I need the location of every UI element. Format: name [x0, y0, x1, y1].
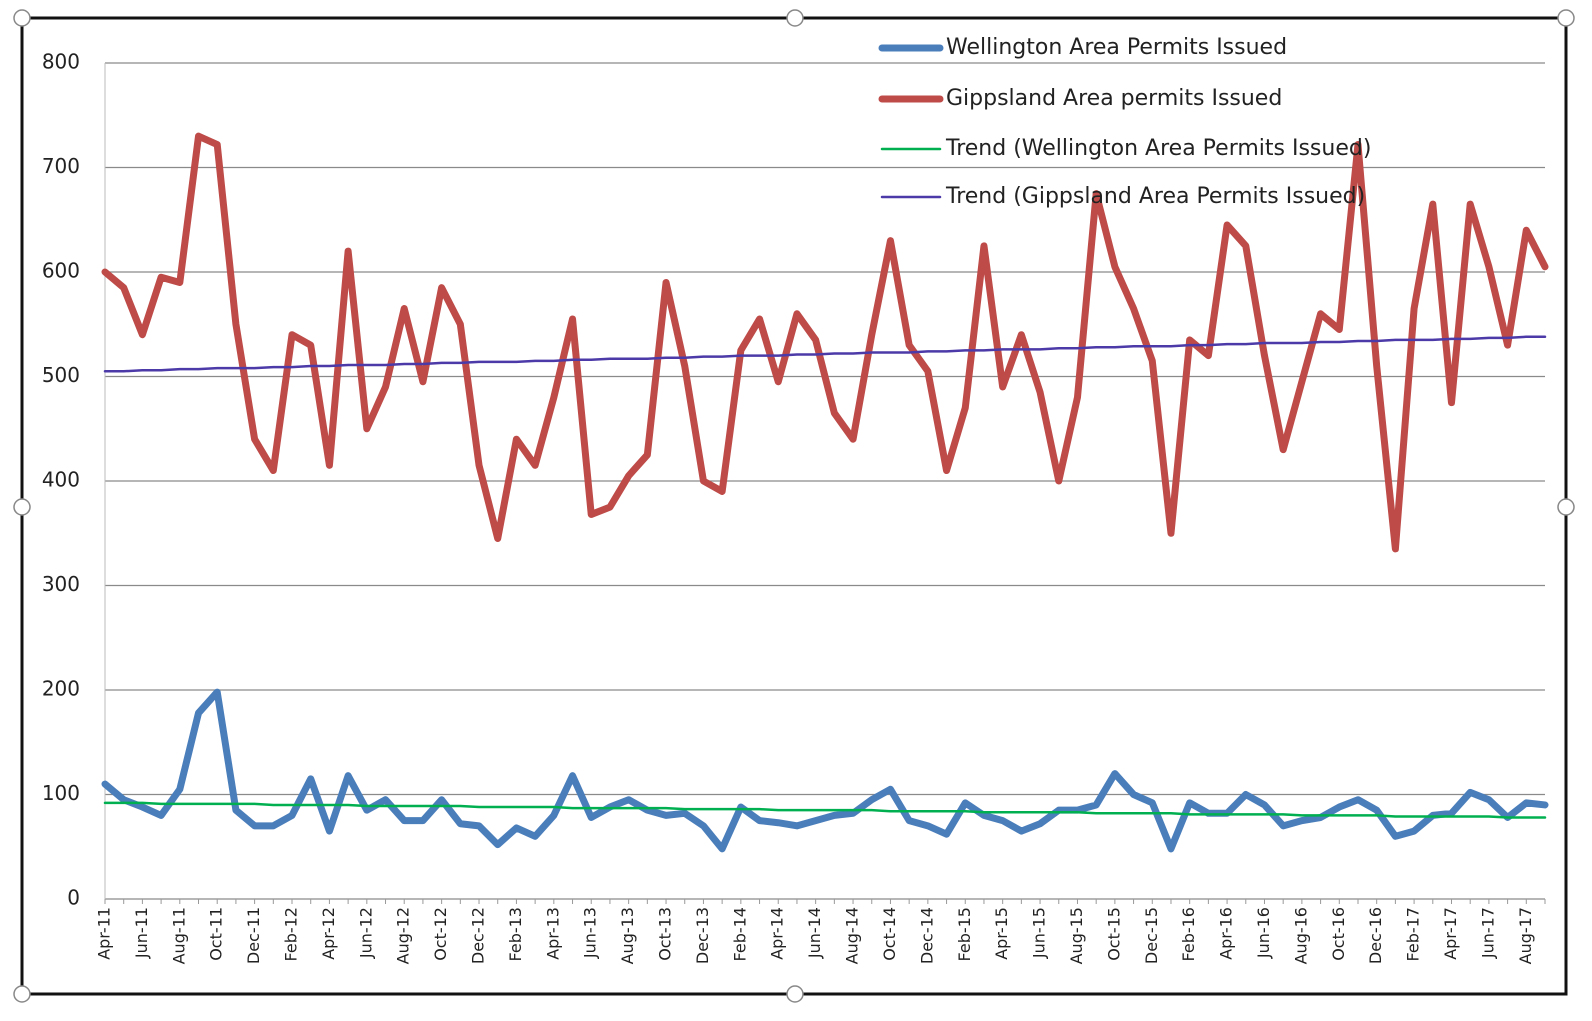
x-tick-label: Aug-14	[843, 907, 862, 964]
x-tick-label: Aug-16	[1291, 907, 1310, 964]
y-tick-label: 200	[42, 677, 80, 701]
series-line	[101, 688, 1549, 853]
y-tick-label: 800	[42, 50, 80, 74]
x-tick-label: Aug-15	[1067, 907, 1086, 964]
x-tick-label: Oct-13	[656, 907, 675, 961]
legend-label: Trend (Gippsland Area Permits Issued)	[945, 184, 1365, 209]
x-tick-label: Aug-17	[1516, 907, 1535, 964]
x-tick-label: Dec-13	[693, 907, 712, 964]
x-tick-label: Apr-12	[319, 907, 338, 960]
x-tick-label: Aug-12	[394, 907, 413, 964]
y-tick-label: 600	[42, 259, 80, 283]
y-tick-label: 700	[42, 154, 80, 178]
y-tick-label: 300	[42, 572, 80, 596]
x-tick-label: Oct-12	[431, 907, 450, 961]
y-tick-label: 500	[42, 363, 80, 387]
x-tick-label: Apr-14	[768, 907, 787, 960]
x-tick-label: Jun-12	[356, 907, 375, 959]
y-tick-label: 100	[42, 781, 80, 805]
x-tick-label: Feb-13	[506, 907, 525, 961]
trend-line	[103, 335, 1547, 373]
x-tick-label: Aug-13	[618, 907, 637, 964]
x-tick-label: Apr-16	[1217, 907, 1236, 960]
x-tick-label: Jun-13	[581, 907, 600, 959]
x-tick-label: Oct-14	[880, 907, 899, 961]
series-line	[101, 132, 1549, 553]
x-tick-label: Feb-16	[1179, 907, 1198, 961]
selection-handles	[13, 9, 1575, 1003]
x-tick-label: Aug-11	[169, 907, 188, 964]
x-tick-label: Apr-11	[95, 907, 114, 960]
x-tick-label: Jun-16	[1254, 907, 1273, 959]
x-tick-label: Apr-17	[1441, 907, 1460, 960]
x-tick-label: Dec-12	[469, 907, 488, 964]
y-tick-label: 0	[67, 886, 80, 910]
y-tick-label: 400	[42, 468, 80, 492]
x-tick-label: Jun-15	[1030, 907, 1049, 959]
x-tick-label: Jun-17	[1478, 907, 1497, 959]
x-tick-label: Dec-14	[917, 907, 936, 964]
x-tick-label: Oct-11	[207, 907, 226, 961]
x-tick-label: Apr-15	[992, 907, 1011, 960]
legend-label: Wellington Area Permits Issued	[946, 35, 1287, 60]
x-tick-label: Dec-15	[1142, 907, 1161, 964]
x-tick-label: Feb-17	[1404, 907, 1423, 961]
x-tick-label: Dec-11	[244, 907, 263, 964]
trend-line	[103, 801, 1547, 819]
x-tick-label: Feb-12	[282, 907, 301, 961]
x-tick-label: Oct-15	[1104, 907, 1123, 961]
legend-label: Trend (Wellington Area Permits Issued)	[945, 136, 1371, 161]
x-tick-label: Jun-11	[132, 907, 151, 959]
x-tick-label: Feb-15	[955, 907, 974, 961]
x-tick-label: Dec-16	[1366, 907, 1385, 964]
x-tick-label: Apr-13	[543, 907, 562, 960]
legend-label: Gippsland Area permits Issued	[946, 86, 1282, 111]
x-tick-label: Oct-16	[1329, 907, 1348, 961]
x-tick-label: Jun-14	[805, 907, 824, 959]
x-tick-label: Feb-14	[730, 907, 749, 961]
